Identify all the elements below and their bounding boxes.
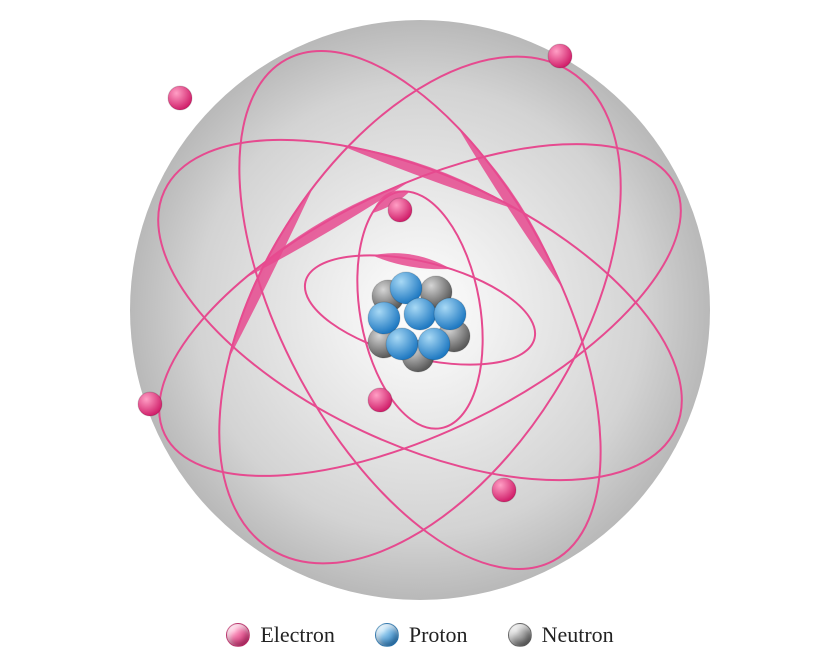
electron-swatch-icon [226,623,250,647]
legend-item-electron: Electron [226,622,335,648]
proton-particle [434,298,466,330]
proton-particle [404,298,436,330]
electron-particle [548,44,572,68]
legend: Electron Proton Neutron [226,622,613,648]
legend-label-electron: Electron [260,622,335,648]
electron-particle [368,388,392,412]
electron-particle [138,392,162,416]
electron-particle [388,198,412,222]
neutron-swatch-icon [508,623,532,647]
proton-particle [386,328,418,360]
atom-svg [0,0,840,620]
legend-item-neutron: Neutron [508,622,614,648]
legend-label-proton: Proton [409,622,468,648]
proton-swatch-icon [375,623,399,647]
proton-particle [418,328,450,360]
atom-diagram [0,0,840,620]
electron-particle [492,478,516,502]
electron-particle [168,86,192,110]
legend-item-proton: Proton [375,622,468,648]
legend-label-neutron: Neutron [542,622,614,648]
